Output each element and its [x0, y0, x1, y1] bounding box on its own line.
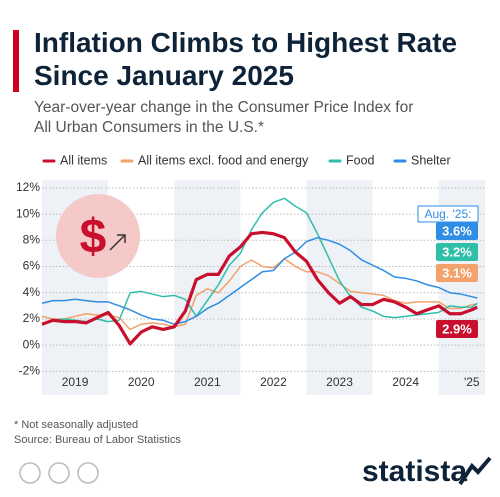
legend-label: All items — [60, 153, 107, 167]
source: Source: Bureau of Labor Statistics — [14, 434, 181, 446]
x-tick-label: 2021 — [194, 375, 221, 389]
legend-label: All items excl. food and energy — [138, 153, 309, 167]
x-tick-label: 2020 — [128, 375, 155, 389]
license-icons — [19, 462, 99, 484]
value-label: 3.1% — [442, 265, 472, 280]
y-tick-label: -2% — [19, 364, 41, 378]
icon-dollar: $ — [80, 211, 107, 264]
y-tick-label: 8% — [23, 232, 41, 246]
y-tick-label: 2% — [23, 311, 41, 325]
y-tick-label: 4% — [23, 285, 41, 299]
value-label-box — [436, 222, 478, 240]
chart-title: Inflation Climbs to Highest Rate Since J… — [34, 27, 458, 91]
dollar-icon: $ — [56, 194, 140, 278]
annotation-box — [417, 205, 479, 223]
value-label-box — [436, 243, 478, 261]
y-tick-label: 12% — [16, 180, 40, 194]
value-label-box — [436, 264, 478, 282]
series-line — [41, 236, 478, 325]
x-tick-label: 2022 — [260, 375, 287, 389]
legend-label: Shelter — [411, 153, 451, 167]
value-label-box — [436, 320, 478, 338]
y-tick-label: 10% — [16, 206, 40, 220]
series-line — [41, 257, 478, 331]
cc-icon — [19, 462, 41, 484]
brand-logo: statista — [362, 455, 467, 488]
chart-subtitle: Year-over-year change in the Consumer Pr… — [34, 99, 414, 136]
value-label: 3.6% — [442, 223, 472, 238]
x-tick-label: 2024 — [392, 375, 419, 389]
legend-label: Food — [346, 153, 375, 167]
year-band — [306, 180, 373, 395]
icon-circle — [56, 194, 140, 278]
brand-mark — [458, 456, 492, 486]
value-label: 2.9% — [442, 321, 472, 336]
footnote: * Not seasonally adjusted — [14, 419, 138, 431]
by-icon — [48, 462, 70, 484]
title-accent — [13, 30, 19, 92]
value-label: 3.2% — [442, 244, 472, 259]
plot: -2% 0% 2% 4% 6% 8% 10% 12% 2019 2020 2021 2022 2023 2… — [16, 180, 485, 395]
icon-arrow — [109, 235, 125, 251]
x-tick-label: '25 — [464, 375, 480, 389]
annotation: Aug. '25: — [425, 207, 472, 221]
y-tick-label: 0% — [23, 337, 41, 351]
icon-arrow-head — [117, 234, 126, 243]
x-tick-label: 2019 — [62, 375, 89, 389]
series-line — [41, 230, 478, 346]
year-band — [174, 180, 241, 395]
y-tick-label: 6% — [23, 259, 41, 273]
nd-icon — [77, 462, 99, 484]
x-tick-label: 2023 — [326, 375, 353, 389]
